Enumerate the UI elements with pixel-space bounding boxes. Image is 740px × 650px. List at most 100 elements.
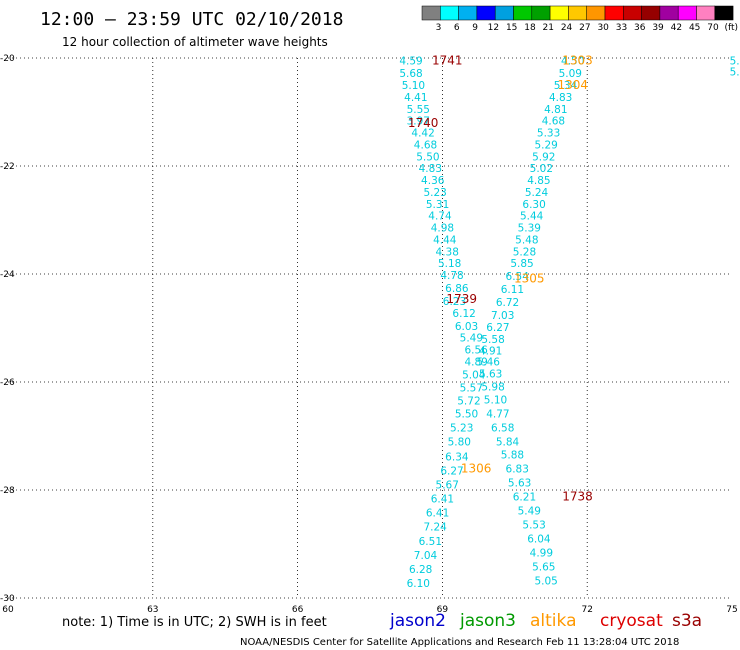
wave-height-value: 4.98 — [431, 223, 454, 235]
wave-height-value: 4.36 — [421, 175, 445, 187]
colorbar-swatch — [440, 5, 459, 21]
wave-height-value: 5.80 — [448, 436, 471, 448]
wave-height-value: 4.83 — [419, 163, 442, 175]
wave-height-value: 5.63 — [479, 368, 502, 380]
wave-height-value: 6.10 — [407, 578, 430, 590]
wave-height-value: 4.68 — [414, 139, 437, 151]
satellite-legend-jason2: jason2 — [389, 611, 446, 631]
wave-height-value: 5.72 — [457, 395, 480, 407]
colorbar-swatch — [531, 5, 551, 21]
colorbar-swatch — [494, 5, 514, 21]
colorbar-swatch — [714, 5, 734, 21]
wave-height-value: 4.42 — [411, 128, 434, 140]
wave-height-value: 5.68 — [399, 68, 422, 80]
wave-height-value: 4.81 — [544, 104, 567, 116]
y-tick-label: -28 — [0, 486, 15, 496]
x-tick-label: 69 — [437, 605, 449, 615]
wave-height-value: 5.29 — [534, 139, 557, 151]
wave-height-value: 6.11 — [501, 284, 524, 296]
wave-height-value: 4.74 — [428, 211, 452, 223]
wave-height-value: 5.50 — [455, 408, 478, 420]
wave-height-values: 4.595.685.104.415.553.974.424.685.504.83… — [399, 56, 739, 590]
wave-height-value: 4.99 — [530, 548, 553, 560]
colorbar-swatch — [513, 5, 533, 21]
wave-height-value: 5.05 — [534, 576, 557, 588]
wave-height-value: 4.78 — [440, 270, 463, 282]
colorbar-label: 3 — [436, 23, 442, 33]
colorbar-swatch — [641, 5, 661, 21]
wave-height-value: 5.24 — [525, 187, 549, 199]
colorbar-swatch — [677, 5, 697, 21]
wave-height-value: 4.38 — [436, 246, 459, 258]
satellite-legend-jason3: jason3 — [459, 611, 516, 631]
wave-height-value: 5.04 — [462, 369, 486, 381]
wave-height-value: 4.83 — [549, 92, 572, 104]
colorbar-label: 42 — [671, 23, 682, 33]
wave-height-value: 6.56 — [464, 345, 488, 357]
satellite-legend-s3a: s3a — [672, 611, 702, 631]
wave-height-value: 5.92 — [532, 151, 555, 163]
wave-height-value: 5.34 — [554, 80, 578, 92]
colorbar-label: 45 — [689, 23, 700, 33]
x-tick-label: 63 — [147, 605, 158, 615]
wave-height-value: 5.44 — [520, 211, 544, 223]
x-tick-label: 60 — [2, 605, 14, 615]
wave-height-value: 5.50 — [416, 151, 439, 163]
wave-height-value: 5.58 — [481, 334, 504, 346]
colorbar-label: 27 — [579, 23, 590, 33]
wave-height-value: 4.44 — [433, 234, 457, 246]
colorbar-swatch — [549, 5, 569, 21]
colorbar-label: 30 — [597, 23, 609, 33]
plot-axes: 60 63 66 69 72 75 -20 -22 -24 -26 -28 -30 — [0, 54, 738, 615]
colorbar-legend: 3 6 9 12 15 18 21 24 27 30 33 36 39 42 45 70 (ft) — [421, 5, 738, 33]
wave-height-value: 6.83 — [506, 463, 529, 475]
colorbar-swatch — [421, 5, 441, 21]
wave-height-value: 5.28 — [513, 246, 536, 258]
wave-height-value: 5.18 — [438, 258, 461, 270]
colorbar-label: 6 — [454, 23, 460, 33]
colorbar-swatch — [604, 5, 624, 21]
wave-height-value: 5.84 — [496, 436, 520, 448]
pass-time-label: 1305 — [514, 271, 545, 285]
y-tick-label: -22 — [0, 162, 15, 172]
y-tick-label: -20 — [0, 54, 15, 64]
pass-time-label: 1740 — [408, 116, 439, 130]
wave-height-value: 5.98 — [481, 381, 504, 393]
wave-height-value: 6.12 — [452, 308, 475, 320]
pass-time-label: 1306 — [461, 461, 492, 475]
wave-height-value: 6.58 — [491, 422, 514, 434]
colorbar-label: 18 — [524, 23, 536, 33]
plot-grid — [8, 57, 732, 599]
colorbar-label: 24 — [561, 23, 573, 33]
wave-height-value: 5.02 — [530, 163, 553, 175]
colorbar-label: (ft) — [724, 23, 738, 33]
wave-height-value: 4.41 — [404, 92, 427, 104]
pass-time-label: 1741 — [432, 54, 463, 68]
wave-height-value: 4.68 — [542, 116, 565, 128]
wave-height-value: 5.49 — [518, 506, 541, 518]
wave-height-value: 7.03 — [491, 310, 514, 322]
x-tick-label: 75 — [726, 605, 737, 615]
colorbar-swatch — [659, 5, 679, 21]
wave-height-value: 6.23 — [443, 296, 466, 308]
wave-height-value: 5.33 — [537, 128, 560, 140]
satellite-legend: jason2 jason3 altika cryosat s3a — [389, 611, 702, 631]
colorbar-swatch — [476, 5, 496, 21]
wave-height-value: 6.54 — [506, 271, 530, 283]
pass-time-label: 1739 — [446, 292, 477, 306]
wave-height-value: 6.34 — [445, 452, 469, 464]
wave-height-value: 6.30 — [522, 199, 545, 211]
y-tick-label: -26 — [0, 378, 15, 388]
colorbar-label: 70 — [707, 23, 719, 33]
x-tick-label: 72 — [581, 605, 592, 615]
colorbar-label: 33 — [616, 23, 627, 33]
wave-height-value: 6.41 — [431, 494, 454, 506]
wave-height-value: 4.59 — [399, 56, 422, 68]
wave-height-value: 5.23 — [423, 187, 446, 199]
wave-height-value: 5.88 — [501, 449, 524, 461]
pass-time-label: 1304 — [557, 78, 588, 92]
wave-height-value: 5.39 — [518, 223, 541, 235]
wave-height-value: 3.97 — [407, 116, 430, 128]
wave-height-value: 5.63 — [508, 477, 531, 489]
